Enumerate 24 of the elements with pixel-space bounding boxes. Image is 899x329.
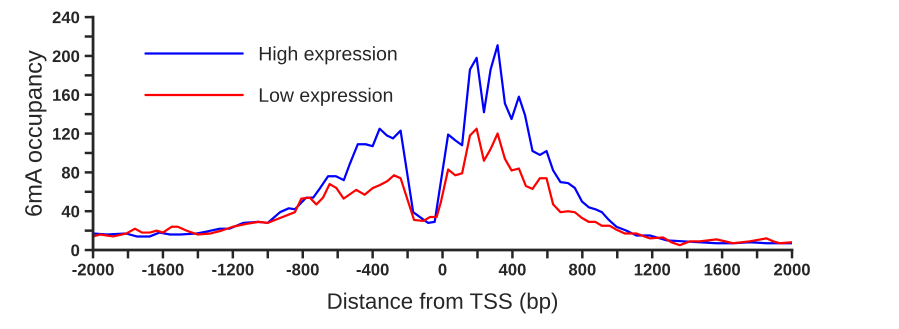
y-tick-label: 240 bbox=[52, 12, 80, 24]
x-tick-label: -1600 bbox=[142, 264, 184, 276]
y-tick-label: 200 bbox=[52, 50, 80, 62]
x-tick-label: 800 bbox=[568, 264, 596, 276]
x-tick-label: -1200 bbox=[212, 264, 254, 276]
x-tick-label: 400 bbox=[498, 264, 526, 276]
x-axis-title: Distance from TSS (bp) bbox=[328, 292, 558, 314]
x-tick-label: -400 bbox=[356, 264, 389, 276]
line-series bbox=[93, 44, 792, 244]
y-tick-label: 40 bbox=[62, 206, 80, 218]
y-tick-label: 120 bbox=[53, 128, 80, 140]
x-tick-label: 1200 bbox=[634, 264, 670, 276]
x-tick-label: 2000 bbox=[774, 264, 810, 276]
x-tick-label: -2000 bbox=[72, 264, 114, 276]
legend-label: High expression bbox=[260, 46, 396, 64]
line-series bbox=[93, 128, 792, 246]
legend-label: Low expression bbox=[260, 88, 392, 106]
y-axis-title: 6mA occupancy bbox=[25, 50, 46, 216]
x-tick-label: 1600 bbox=[704, 264, 740, 276]
x-tick-label: -800 bbox=[286, 264, 319, 276]
y-tick-label: 0 bbox=[71, 244, 80, 256]
x-tick-label: 0 bbox=[438, 264, 446, 276]
y-tick-label: 80 bbox=[62, 166, 80, 179]
y-tick-label: 160 bbox=[53, 89, 80, 101]
